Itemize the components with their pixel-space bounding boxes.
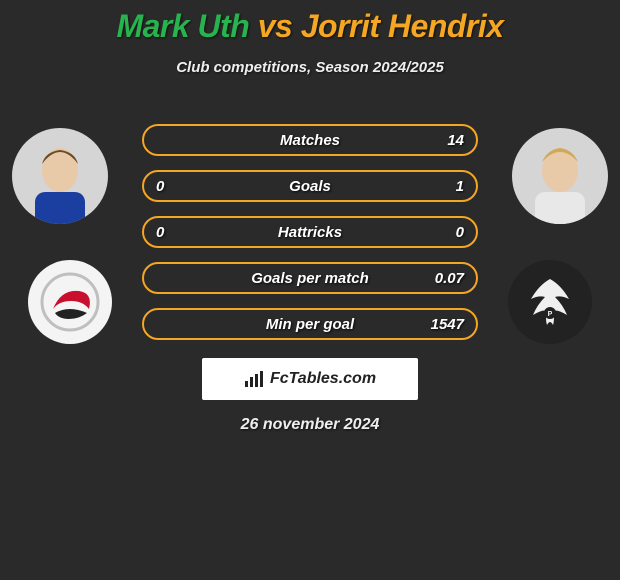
player1-name: Mark Uth — [116, 8, 249, 44]
player2-club-logo: P — [508, 260, 592, 344]
stat-value-left: 0 — [156, 224, 164, 241]
header: Mark Uth vs Jorrit Hendrix Club competit… — [0, 0, 620, 76]
stat-label: Matches — [280, 132, 340, 149]
player1-avatar — [12, 128, 108, 224]
stat-label: Goals — [289, 178, 331, 195]
stat-row: 0 Hattricks 0 — [142, 216, 478, 248]
date-text: 26 november 2024 — [0, 416, 620, 434]
stat-row: Matches 14 — [142, 124, 478, 156]
person-icon — [25, 134, 95, 224]
player1-club-logo — [28, 260, 112, 344]
stat-value-right: 0 — [456, 224, 464, 241]
club-icon: P — [517, 269, 583, 335]
stat-value-right: 1 — [456, 178, 464, 195]
player2-avatar — [512, 128, 608, 224]
subtitle: Club competitions, Season 2024/2025 — [0, 59, 620, 76]
stat-row: 0 Goals 1 — [142, 170, 478, 202]
stat-label: Min per goal — [266, 316, 354, 333]
stat-label: Goals per match — [251, 270, 369, 287]
stat-label: Hattricks — [278, 224, 342, 241]
person-icon — [525, 134, 595, 224]
stats-list: Matches 14 0 Goals 1 0 Hattricks 0 Goals per mat… — [142, 106, 478, 340]
stat-value-right: 14 — [447, 132, 464, 149]
stat-row: Goals per match 0.07 — [142, 262, 478, 294]
svg-text:P: P — [548, 311, 553, 318]
stat-value-right: 0.07 — [435, 270, 464, 287]
page-title: Mark Uth vs Jorrit Hendrix — [0, 8, 620, 45]
vs-text: vs — [258, 8, 293, 44]
club-icon — [39, 271, 101, 333]
stat-value-left: 0 — [156, 178, 164, 195]
player2-name: Jorrit Hendrix — [301, 8, 504, 44]
bar-chart-icon — [244, 371, 264, 387]
site-logo: FcTables.com — [202, 358, 418, 400]
site-logo-text: FcTables.com — [270, 370, 376, 388]
content: P Matches 14 0 Goals 1 0 Hattricks 0 Goals per m… — [0, 106, 620, 434]
stat-row: Min per goal 1547 — [142, 308, 478, 340]
stat-value-right: 1547 — [431, 316, 464, 333]
